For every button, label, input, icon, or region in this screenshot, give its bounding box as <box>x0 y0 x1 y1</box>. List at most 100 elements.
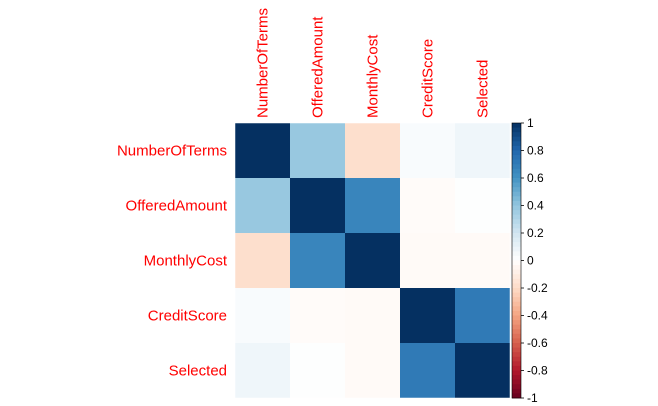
colorbar-segment <box>512 315 521 321</box>
heatmap-cell-selected-monthly-cost <box>345 343 400 398</box>
colorbar-segment <box>512 384 521 390</box>
colorbar-tick-label: 0.2 <box>527 226 544 240</box>
colorbar-segment <box>512 205 521 211</box>
row-labels: NumberOfTerms OfferedAmount MonthlyCost Cre… <box>117 143 228 380</box>
colorbar-segment <box>512 182 521 188</box>
heatmap-cell-number-of-terms-offered-amount <box>290 123 345 178</box>
colorbar-segment <box>512 214 521 220</box>
heatmap-cell-monthly-cost-credit-score <box>400 233 455 288</box>
heatmap-cell-monthly-cost-number-of-terms <box>235 233 290 288</box>
colorbar: 1 0.8 0.6 0.4 0.2 0 -0.2 -0.4 -0.6 -0.8 -1 <box>511 116 548 405</box>
heatmap-border <box>234 122 511 399</box>
colorbar-segment <box>512 200 521 206</box>
colorbar-segment <box>512 255 521 261</box>
heatmap-cell-selected-offered-amount <box>290 343 345 398</box>
colorbar-segment <box>512 173 521 179</box>
colorbar-tick-label: 0.6 <box>527 171 544 185</box>
colorbar-segment <box>512 379 521 385</box>
colorbar-segment <box>512 237 521 243</box>
colorbar-segment <box>512 210 521 216</box>
colorbar-tick-label: 0.8 <box>527 144 544 158</box>
colorbar-segment <box>512 123 521 128</box>
colorbar-tick-label: 0.4 <box>527 199 544 213</box>
colorbar-segment <box>512 223 521 229</box>
heatmap-cell-monthly-cost-offered-amount <box>290 233 345 288</box>
colorbar-segment <box>512 150 521 156</box>
colorbar-segment <box>512 141 521 147</box>
column-label-selected: Selected <box>475 60 492 118</box>
heatmap-cells <box>234 122 511 399</box>
heatmap-cell-offered-amount-offered-amount <box>290 178 345 233</box>
colorbar-segment <box>512 219 521 225</box>
colorbar-segment <box>512 155 521 161</box>
colorbar-segment <box>512 288 521 293</box>
colorbar-segment <box>512 246 521 252</box>
heatmap-cell-number-of-terms-monthly-cost <box>345 123 400 178</box>
heatmap-cell-selected-selected <box>455 343 510 398</box>
colorbar-segment <box>512 297 521 303</box>
colorbar-segment <box>512 320 521 326</box>
column-label-credit-score: CreditScore <box>420 39 437 118</box>
colorbar-segment <box>512 233 521 238</box>
colorbar-segment <box>512 132 521 138</box>
colorbar-segment <box>512 228 521 234</box>
colorbar-segment <box>512 260 521 266</box>
heatmap-cell-number-of-terms-number-of-terms <box>235 123 290 178</box>
heatmap-cell-offered-amount-credit-score <box>400 178 455 233</box>
colorbar-segment <box>512 278 521 284</box>
column-label-monthly-cost: MonthlyCost <box>365 34 382 118</box>
heatmap-cell-credit-score-offered-amount <box>290 288 345 343</box>
colorbar-segment <box>512 301 521 307</box>
heatmap-cell-offered-amount-number-of-terms <box>235 178 290 233</box>
colorbar-tick-label: 0 <box>527 254 534 268</box>
colorbar-segment <box>512 159 521 165</box>
colorbar-tick-label: -0.4 <box>527 309 548 323</box>
colorbar-segment <box>512 127 521 133</box>
heatmap-cell-credit-score-monthly-cost <box>345 288 400 343</box>
colorbar-segment <box>512 292 521 298</box>
colorbar-segment <box>512 168 521 174</box>
colorbar-segment <box>512 393 521 399</box>
colorbar-tick-label: -1 <box>527 391 538 405</box>
colorbar-segment <box>512 136 521 142</box>
colorbar-segment <box>512 265 521 271</box>
column-label-number-of-terms: NumberOfTerms <box>255 8 272 118</box>
colorbar-segment <box>512 324 521 330</box>
row-label-monthly-cost: MonthlyCost <box>144 253 228 270</box>
colorbar-segment <box>512 283 521 289</box>
colorbar-segment <box>512 196 521 202</box>
colorbar-segment <box>512 338 521 344</box>
colorbar-segment <box>512 164 521 170</box>
colorbar-segment <box>512 251 521 257</box>
colorbar-segment <box>512 310 521 316</box>
colorbar-segment <box>512 269 521 275</box>
column-labels: NumberOfTerms OfferedAmount MonthlyCost Cre… <box>255 8 492 118</box>
row-label-selected: Selected <box>169 363 227 380</box>
heatmap-cell-offered-amount-monthly-cost <box>345 178 400 233</box>
heatmap-cell-credit-score-selected <box>455 288 510 343</box>
row-label-offered-amount: OfferedAmount <box>126 198 228 215</box>
colorbar-segment <box>512 191 521 197</box>
colorbar-segment <box>512 388 521 394</box>
colorbar-segment <box>512 361 521 367</box>
row-label-credit-score: CreditScore <box>148 308 227 325</box>
colorbar-segment <box>512 370 521 376</box>
colorbar-segment <box>512 375 521 381</box>
heatmap-cell-monthly-cost-monthly-cost <box>345 233 400 288</box>
colorbar-segment <box>512 306 521 312</box>
colorbar-segment <box>512 274 521 280</box>
colorbar-segment <box>512 365 521 371</box>
colorbar-segment <box>512 333 521 339</box>
column-label-offered-amount: OfferedAmount <box>310 16 327 118</box>
heatmap-cell-number-of-terms-selected <box>455 123 510 178</box>
heatmap-cell-number-of-terms-credit-score <box>400 123 455 178</box>
colorbar-segment <box>512 145 521 151</box>
colorbar-tick-label: -0.6 <box>527 336 548 350</box>
colorbar-segment <box>512 187 521 193</box>
colorbar-segment <box>512 343 521 348</box>
colorbar-tick-label: -0.2 <box>527 281 548 295</box>
heatmap-cell-monthly-cost-selected <box>455 233 510 288</box>
colorbar-segment <box>512 242 521 248</box>
heatmap-cell-selected-number-of-terms <box>235 343 290 398</box>
